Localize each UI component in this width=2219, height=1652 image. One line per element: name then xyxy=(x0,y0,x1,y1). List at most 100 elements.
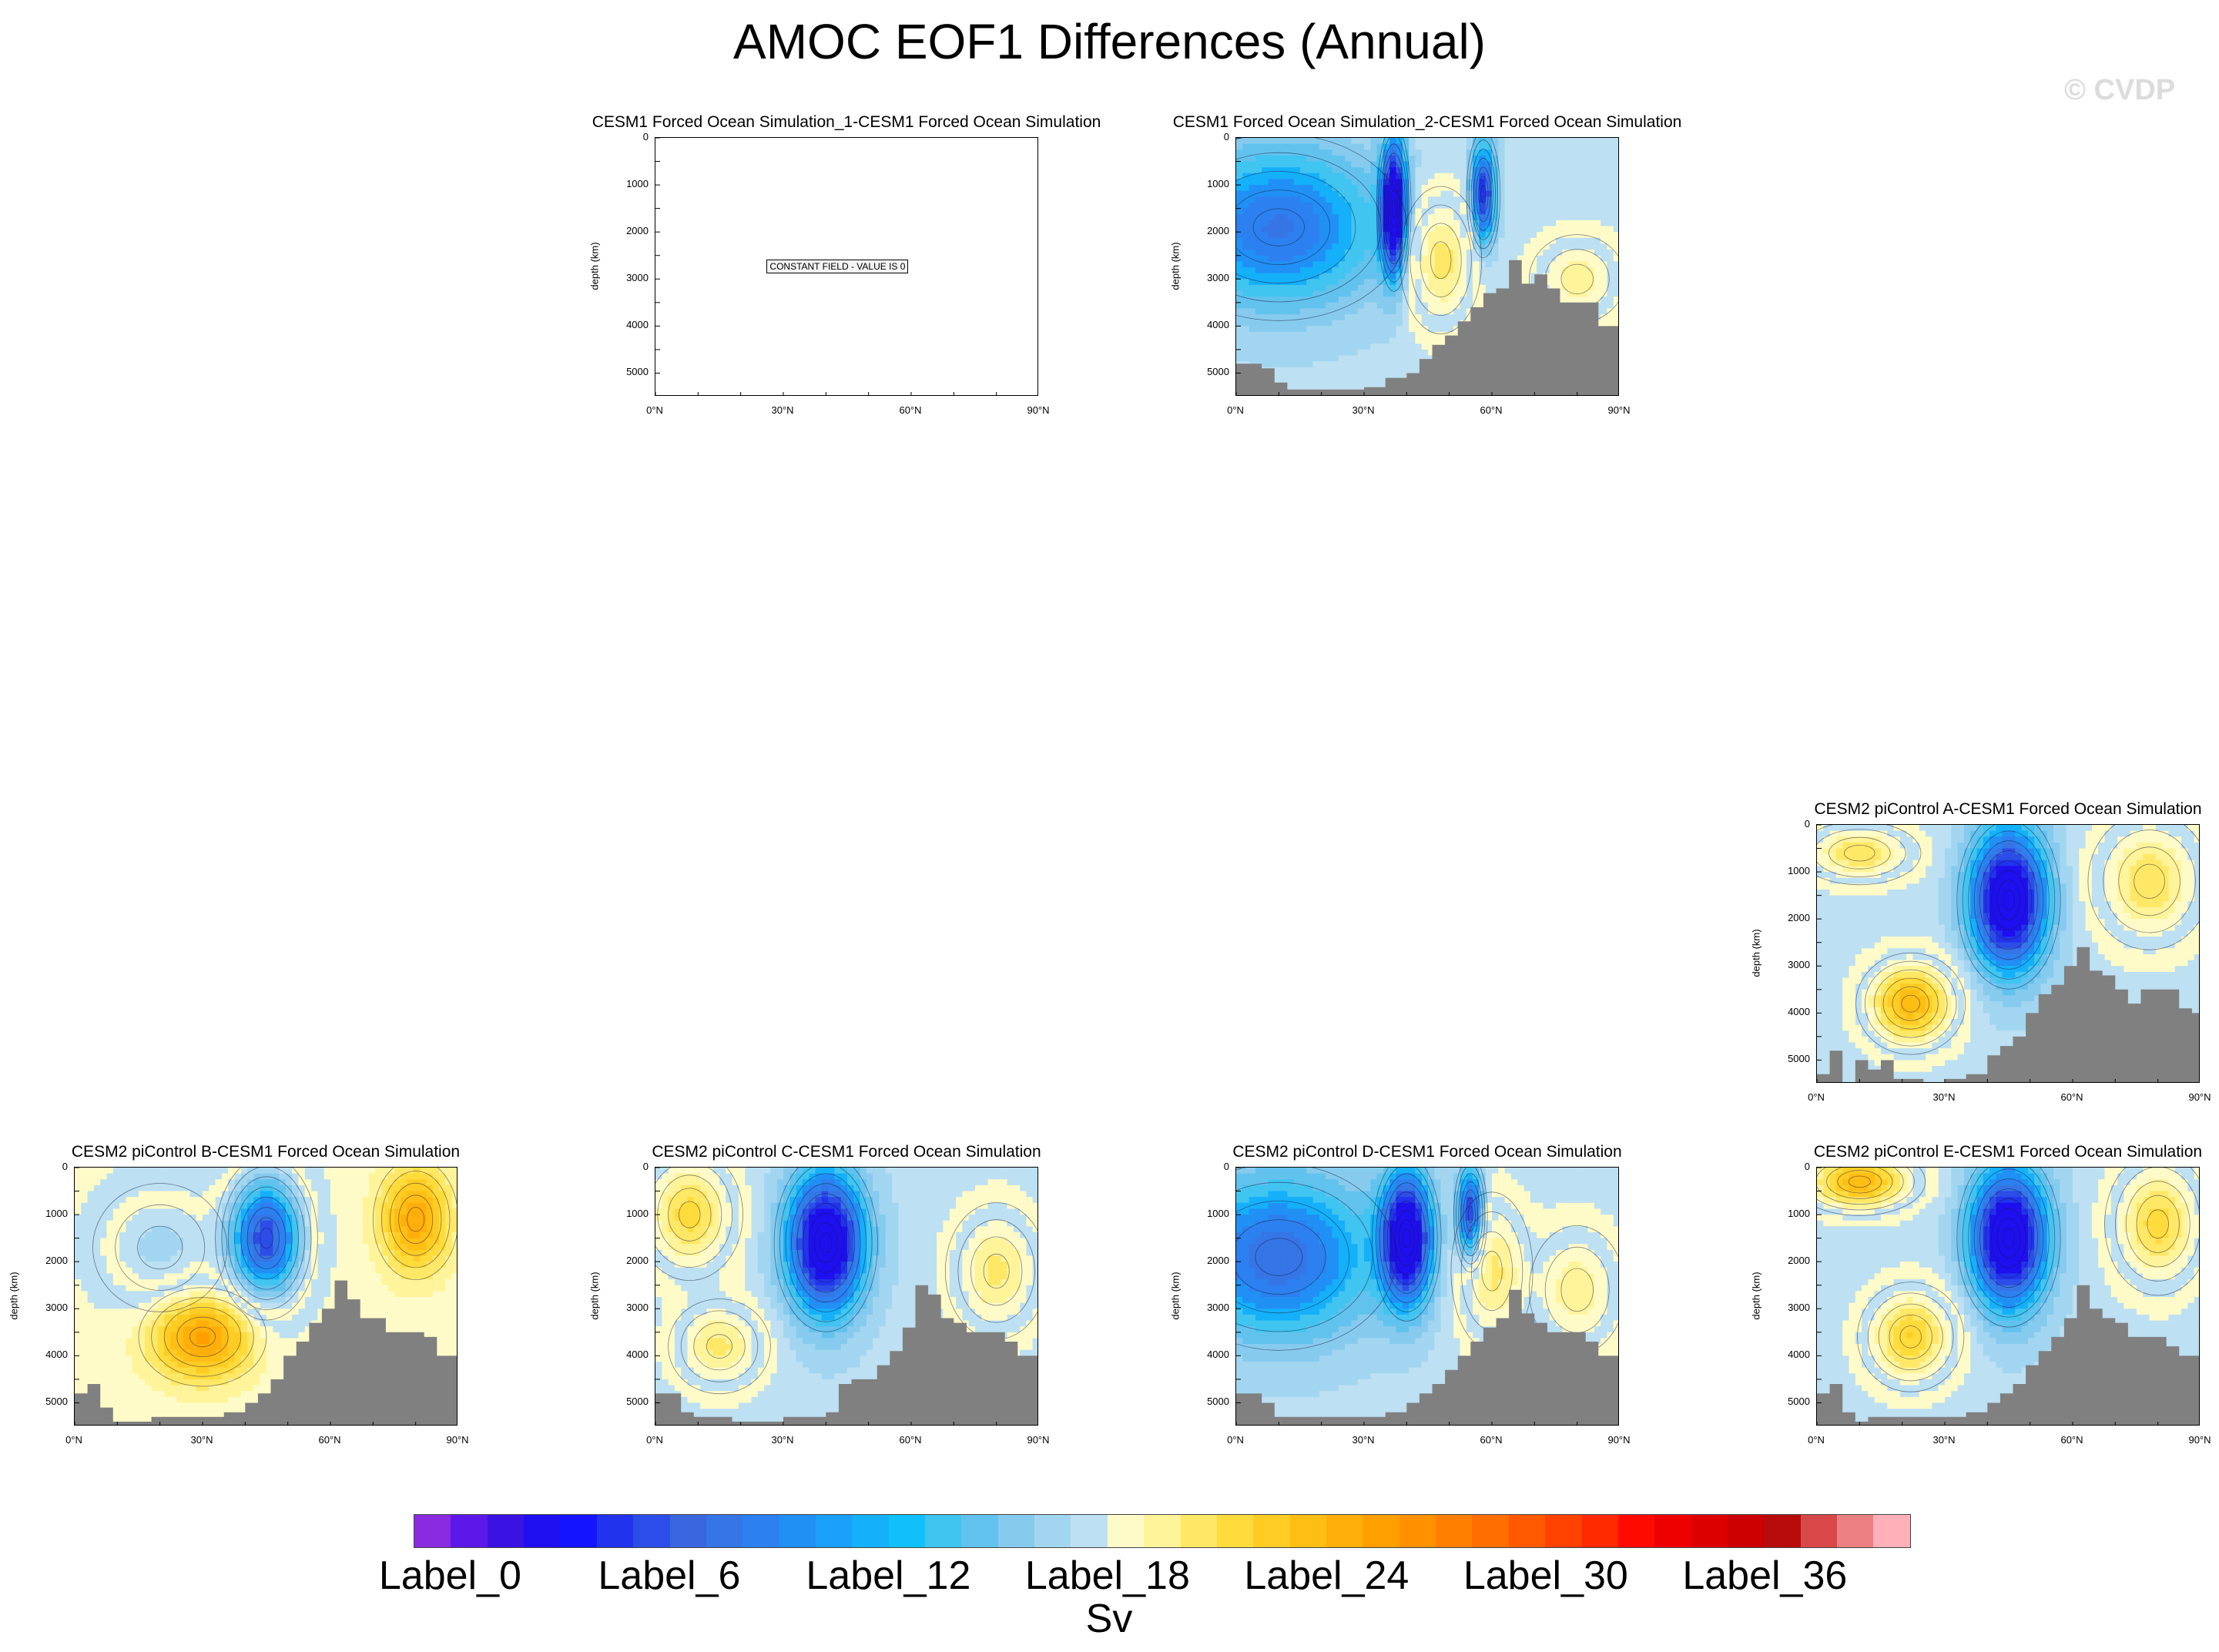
field-cell xyxy=(1517,149,1525,156)
field-cell xyxy=(1613,203,1618,209)
field-cell xyxy=(1421,149,1429,156)
field-cell xyxy=(1835,1024,1843,1031)
field-cell xyxy=(2187,854,2195,861)
field-cell xyxy=(1976,877,1984,884)
field-cell xyxy=(2034,854,2042,861)
field-cell xyxy=(1300,302,1307,310)
field-cell xyxy=(1498,255,1506,262)
field-cell xyxy=(1255,219,1262,227)
field-cell xyxy=(1376,279,1384,286)
field-cell xyxy=(1849,866,1856,873)
field-cell xyxy=(1963,948,1971,955)
field-cell xyxy=(1945,995,1952,1002)
field-cell xyxy=(2104,866,2112,873)
field-cell xyxy=(1504,167,1512,174)
field-cell xyxy=(1428,273,1435,280)
field-cell xyxy=(1498,214,1506,221)
field-cell xyxy=(2060,890,2067,896)
field-cell xyxy=(1434,161,1442,168)
field-cell xyxy=(2046,937,2054,943)
field-cell xyxy=(1345,155,1352,163)
field-cell xyxy=(1428,279,1435,286)
field-cell xyxy=(1376,355,1384,362)
field-cell xyxy=(1906,1024,1914,1031)
field-cell xyxy=(2027,825,2035,832)
field-cell xyxy=(1293,320,1301,327)
field-cell xyxy=(1951,836,1959,843)
field-cell xyxy=(1817,825,1824,832)
field-cell xyxy=(1357,232,1365,239)
field-cell xyxy=(1835,890,1843,896)
field-cell xyxy=(1556,196,1563,203)
field-cell xyxy=(1849,960,1856,967)
field-cell xyxy=(2194,842,2199,849)
field-cell xyxy=(1293,302,1301,310)
field-cell xyxy=(2021,995,2029,1002)
field-cell xyxy=(1868,906,1875,914)
field-cell xyxy=(1581,173,1589,180)
field-cell xyxy=(2040,848,2048,855)
field-cell xyxy=(1932,1030,1939,1037)
field-cell xyxy=(1389,332,1397,339)
field-cell xyxy=(1996,1042,2003,1049)
field-cell xyxy=(1945,890,1952,896)
field-cell xyxy=(2040,901,2048,908)
field-cell xyxy=(2110,842,2118,849)
field-cell xyxy=(1887,1001,1895,1008)
field-cell xyxy=(2091,901,2099,908)
field-cell xyxy=(1287,373,1295,380)
field-cell xyxy=(1409,284,1416,292)
field-cell xyxy=(1919,901,1926,908)
field-cell xyxy=(1421,279,1429,286)
field-cell xyxy=(1881,877,1888,884)
field-cell xyxy=(2046,954,2054,961)
field-cell xyxy=(1906,995,1914,1002)
field-cell xyxy=(1562,179,1570,186)
field-cell xyxy=(1581,190,1589,197)
field-cell xyxy=(1274,279,1282,286)
field-cell xyxy=(2130,836,2137,843)
field-cell xyxy=(1312,367,1320,374)
field-cell xyxy=(1479,185,1487,192)
field-cell xyxy=(2098,954,2106,961)
field-cell xyxy=(1300,284,1307,292)
field-cell xyxy=(1409,203,1416,209)
field-cell xyxy=(2079,913,2087,920)
field-cell xyxy=(1970,1013,1978,1020)
field-cell xyxy=(1842,1036,1850,1044)
field-cell xyxy=(1976,1001,1984,1008)
field-cell xyxy=(2002,971,2010,979)
field-cell xyxy=(2009,883,2016,890)
y-tick-label: 2000 xyxy=(1207,225,1229,237)
field-cell xyxy=(1249,155,1256,163)
field-cell xyxy=(1332,243,1339,250)
field-cell xyxy=(2155,854,2163,861)
field-cell xyxy=(1281,332,1288,339)
field-cell xyxy=(1881,948,1888,955)
field-cell xyxy=(2021,966,2029,973)
field-cell xyxy=(2098,866,2106,873)
field-cell xyxy=(1466,185,1473,192)
field-cell xyxy=(1945,966,1952,973)
field-cell xyxy=(1607,320,1614,327)
field-cell xyxy=(1389,361,1397,368)
field-cell xyxy=(1945,895,1952,902)
field-cell xyxy=(1530,208,1537,215)
field-cell xyxy=(1887,930,1895,937)
field-cell xyxy=(1912,995,1920,1002)
field-cell xyxy=(1466,267,1473,274)
field-cell xyxy=(1951,872,1959,879)
field-cell xyxy=(1601,314,1607,321)
field-cell xyxy=(1963,848,1971,855)
field-cell xyxy=(1479,219,1487,227)
field-cell xyxy=(1587,138,1595,145)
field-cell xyxy=(1594,149,1601,156)
field-cell xyxy=(1402,332,1410,339)
field-cell xyxy=(1440,226,1448,233)
field-cell xyxy=(2040,860,2048,867)
field-cell xyxy=(1466,314,1473,321)
field-cell xyxy=(1357,143,1365,150)
field-cell xyxy=(1274,226,1282,233)
field-cell xyxy=(1274,349,1282,357)
field-cell xyxy=(1409,308,1416,315)
